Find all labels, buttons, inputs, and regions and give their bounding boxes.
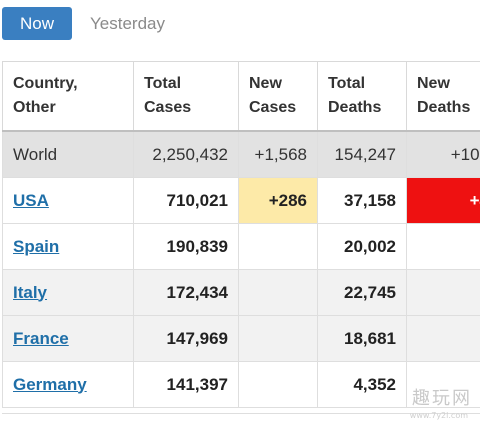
tab-yesterday[interactable]: Yesterday xyxy=(90,7,165,40)
new-cases-cell xyxy=(239,270,318,316)
new-cases-cell: +286 xyxy=(239,178,318,224)
world-country: World xyxy=(3,131,134,178)
total-cases-cell: 147,969 xyxy=(134,316,239,362)
table-row: Germany 141,397 4,352 xyxy=(3,362,480,408)
table-row: USA 710,021 +286 37,158 +4 xyxy=(3,178,480,224)
world-total-cases: 2,250,432 xyxy=(134,131,239,178)
new-cases-cell xyxy=(239,362,318,408)
table-row: Spain 190,839 20,002 xyxy=(3,224,480,270)
country-link-france[interactable]: France xyxy=(13,329,69,348)
country-link-italy[interactable]: Italy xyxy=(13,283,47,302)
watermark-logo: 趣玩网 xyxy=(412,384,472,410)
table-row: France 147,969 18,681 xyxy=(3,316,480,362)
world-new-deaths: +102 xyxy=(407,131,480,178)
world-row: World 2,250,432 +1,568 154,247 +102 xyxy=(3,131,480,178)
total-cases-cell: 141,397 xyxy=(134,362,239,408)
new-deaths-cell: +4 xyxy=(407,178,480,224)
new-deaths-cell xyxy=(407,316,480,362)
header-country[interactable]: Country,Other xyxy=(3,62,134,132)
total-cases-cell: 190,839 xyxy=(134,224,239,270)
world-total-deaths: 154,247 xyxy=(318,131,407,178)
new-cases-cell xyxy=(239,224,318,270)
total-cases-cell: 710,021 xyxy=(134,178,239,224)
tab-now[interactable]: Now xyxy=(2,7,72,40)
world-new-cases: +1,568 xyxy=(239,131,318,178)
country-link-spain[interactable]: Spain xyxy=(13,237,59,256)
total-deaths-cell: 37,158 xyxy=(318,178,407,224)
total-deaths-cell: 22,745 xyxy=(318,270,407,316)
tab-bar: Now Yesterday xyxy=(0,0,480,48)
new-cases-cell xyxy=(239,316,318,362)
new-deaths-cell xyxy=(407,270,480,316)
new-deaths-cell xyxy=(407,224,480,270)
total-deaths-cell: 20,002 xyxy=(318,224,407,270)
table-row: Italy 172,434 22,745 xyxy=(3,270,480,316)
partial-next-row xyxy=(2,413,480,427)
total-deaths-cell: 18,681 xyxy=(318,316,407,362)
total-cases-cell: 172,434 xyxy=(134,270,239,316)
watermark-url: www.7y2l.com xyxy=(410,411,468,420)
country-link-usa[interactable]: USA xyxy=(13,191,49,210)
total-deaths-cell: 4,352 xyxy=(318,362,407,408)
country-link-germany[interactable]: Germany xyxy=(13,375,87,394)
